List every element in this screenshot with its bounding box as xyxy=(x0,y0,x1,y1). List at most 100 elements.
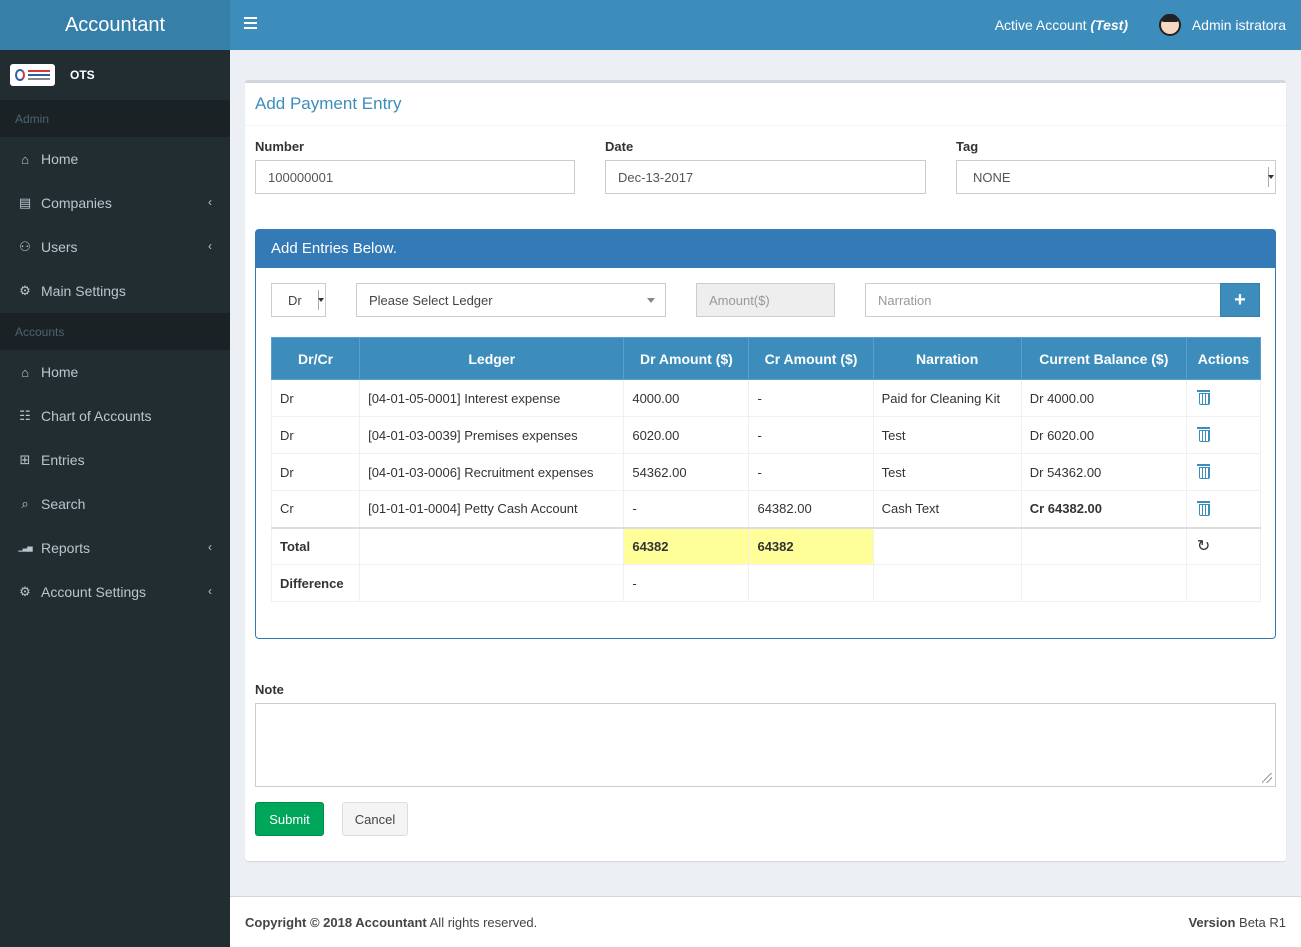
sidebar-item-main-settings[interactable]: ⚙ Main Settings xyxy=(0,269,230,313)
table-row: Dr [04-01-03-0006] Recruitment expenses 54… xyxy=(270,453,1262,491)
table-row: Dr [04-01-03-0039] Premises expenses 6020.… xyxy=(270,416,1262,454)
delete-trash-icon[interactable] xyxy=(1196,500,1210,516)
cancel-button[interactable]: Cancel xyxy=(342,802,408,836)
delete-trash-icon[interactable] xyxy=(1196,464,1210,479)
copyright-text: Copyright © 2018 Accountant xyxy=(245,915,427,930)
difference-label: Difference xyxy=(270,564,361,602)
user-avatar[interactable] xyxy=(1159,14,1181,36)
cr-amount-cell: 64382.00 xyxy=(748,490,874,528)
app-logo[interactable]: Accountant xyxy=(0,0,230,50)
menu-toggle-icon[interactable] xyxy=(244,17,257,29)
user-name[interactable]: Admin istratora xyxy=(1191,17,1286,33)
narration-cell: Paid for Cleaning Kit xyxy=(872,379,1022,417)
refresh-icon[interactable]: ↻ xyxy=(1196,538,1211,556)
tag-select[interactable]: NONE xyxy=(956,160,1276,194)
resize-handle-icon[interactable] xyxy=(1262,773,1272,783)
table-row: Cr [01-01-01-0004] Petty Cash Account -643… xyxy=(270,490,1262,528)
bar-chart-icon: ▁▃▅ xyxy=(18,545,32,552)
entries-panel: Add Entries Below. Dr Please Select Ledg… xyxy=(255,229,1276,639)
dr-amount-cell: 6020.00 xyxy=(623,416,750,454)
sidebar-item-reports[interactable]: ▁▃▅ Reports ‹ xyxy=(0,526,230,570)
total-ledger-cell xyxy=(359,526,625,565)
ledger-cell: [04-01-03-0039] Premises expenses xyxy=(359,416,625,454)
gear-icon: ⚙ xyxy=(19,584,31,599)
cr-amount-cell: - xyxy=(748,416,874,454)
difference-balance-cell xyxy=(1020,564,1187,602)
narration-cell: Test xyxy=(872,416,1022,454)
delete-trash-icon[interactable] xyxy=(1196,390,1210,405)
column-header: Dr/Cr xyxy=(270,337,361,380)
tag-label: Tag xyxy=(956,139,979,154)
sidebar: Accountant OTS Admin ⌂ Home ▤ Companies ‹ ⚇ Us… xyxy=(0,0,230,947)
tag-select-value: NONE xyxy=(973,170,1011,185)
ledger-select-placeholder: Please Select Ledger xyxy=(369,293,493,308)
active-account[interactable]: Active Account (Test) xyxy=(995,17,1128,33)
accounts-section-header: Accounts xyxy=(0,313,230,350)
chevron-down-icon xyxy=(647,298,655,303)
select-arrow-icon xyxy=(1268,167,1274,187)
sidebar-item-label: Home xyxy=(41,151,79,167)
footer: Copyright © 2018 Accountant All rights r… xyxy=(230,896,1301,947)
sidebar-item-label: Main Settings xyxy=(41,283,126,299)
number-label: Number xyxy=(255,139,305,154)
company-name: OTS xyxy=(70,68,95,82)
sidebar-item-label: Entries xyxy=(41,452,85,468)
refresh-cell: ↻ xyxy=(1185,526,1262,565)
total-row: Total 64382 64382 ↻ xyxy=(270,526,1262,565)
submit-button[interactable]: Submit xyxy=(255,802,324,836)
home-icon: ⌂ xyxy=(21,151,29,167)
ledger-cell: [04-01-05-0001] Interest expense xyxy=(359,379,625,417)
add-entry-button[interactable]: + xyxy=(1220,283,1260,317)
difference-actions-cell xyxy=(1185,564,1262,602)
sidebar-item-label: Chart of Accounts xyxy=(41,408,152,424)
column-header: Cr Amount ($) xyxy=(748,337,874,380)
sitemap-icon: ☷ xyxy=(19,408,31,423)
active-account-label: Active Account xyxy=(994,17,1087,33)
difference-value: - xyxy=(623,564,750,602)
sidebar-item-search[interactable]: ⌕ Search xyxy=(0,482,230,526)
chevron-left-icon: ‹ xyxy=(208,540,212,554)
note-textarea[interactable] xyxy=(255,703,1276,787)
date-input[interactable]: Dec-13-2017 xyxy=(605,160,926,194)
page-title: Add Payment Entry xyxy=(245,83,1286,126)
narration-cell: Cash Text xyxy=(872,490,1022,528)
version-label: Version xyxy=(1188,915,1236,930)
sidebar-item-entries[interactable]: ⊞ Entries xyxy=(0,438,230,482)
entries-panel-heading: Add Entries Below. xyxy=(256,230,1275,268)
table-header-row: Dr/Cr Ledger Dr Amount ($) Cr Amount ($)… xyxy=(270,337,1262,380)
balance-cell: Cr 64382.00 xyxy=(1020,490,1187,528)
number-input[interactable]: 100000001 xyxy=(255,160,575,194)
difference-row: Difference - xyxy=(270,564,1262,602)
drcr-select[interactable]: Dr xyxy=(271,283,326,317)
sidebar-item-label: Reports xyxy=(41,540,91,556)
ledger-select[interactable]: Please Select Ledger xyxy=(356,283,666,317)
sidebar-item-home[interactable]: ⌂ Home xyxy=(0,350,230,394)
company-panel: OTS xyxy=(0,50,230,100)
total-label: Total xyxy=(270,526,361,565)
amount-input[interactable]: Amount($) xyxy=(696,283,835,317)
dr-amount-cell: - xyxy=(623,490,750,528)
cr-amount-cell: - xyxy=(748,379,874,417)
actions-cell xyxy=(1185,379,1262,417)
narration-input[interactable]: Narration xyxy=(865,283,1221,317)
sidebar-item-label: Companies xyxy=(41,195,112,211)
balance-cell: Dr 6020.00 xyxy=(1020,416,1187,454)
sidebar-item-companies[interactable]: ▤ Companies ‹ xyxy=(0,181,230,225)
address-book-icon: ▤ xyxy=(18,195,32,210)
sidebar-item-home[interactable]: ⌂ Home xyxy=(0,137,230,181)
column-header: Dr Amount ($) xyxy=(623,337,750,380)
drcr-cell: Dr xyxy=(270,416,361,454)
total-balance-cell xyxy=(1020,526,1187,565)
sidebar-item-chart-of-accounts[interactable]: ☷ Chart of Accounts xyxy=(0,394,230,438)
sidebar-item-account-settings[interactable]: ⚙ Account Settings ‹ xyxy=(0,570,230,614)
column-header: Narration xyxy=(872,337,1022,380)
date-label: Date xyxy=(605,139,634,154)
drcr-select-value: Dr xyxy=(288,293,302,308)
actions-cell xyxy=(1185,490,1262,528)
difference-narration-cell xyxy=(872,564,1022,602)
actions-cell xyxy=(1185,416,1262,454)
delete-trash-icon[interactable] xyxy=(1196,427,1210,442)
total-narration-cell xyxy=(872,526,1022,565)
sidebar-item-users[interactable]: ⚇ Users ‹ xyxy=(0,225,230,269)
narration-cell: Test xyxy=(872,453,1022,491)
